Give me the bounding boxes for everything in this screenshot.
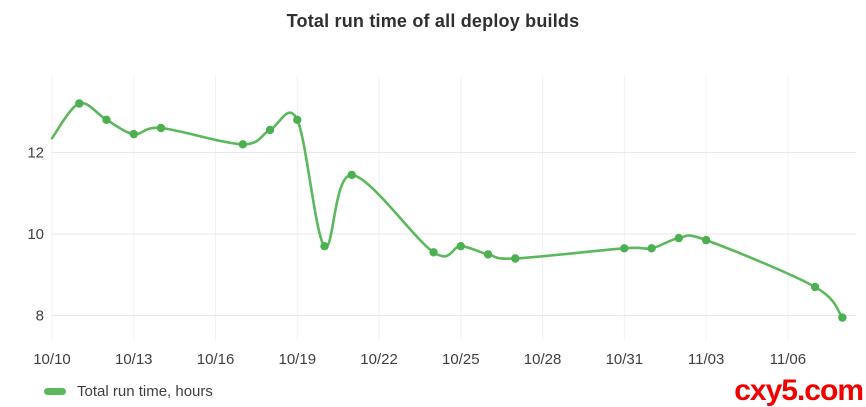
data-point-marker <box>620 244 629 253</box>
series-line <box>50 101 844 319</box>
x-tick-label: 10/13 <box>115 351 153 368</box>
data-point-marker <box>320 242 329 251</box>
data-point-marker <box>156 123 166 133</box>
data-point-marker <box>265 125 275 135</box>
series-markers <box>75 99 847 322</box>
watermark-text: cxy5.com <box>734 374 864 407</box>
total-run-time-line <box>50 101 844 319</box>
y-gridlines <box>52 151 856 317</box>
data-point-marker <box>102 115 111 125</box>
x-tick-label: 10/22 <box>360 351 398 368</box>
y-tick-label: 10 <box>27 226 44 243</box>
x-tick-label: 10/16 <box>197 351 235 368</box>
data-point-marker <box>293 115 302 125</box>
data-point-marker <box>429 248 438 257</box>
x-tick-label: 10/10 <box>33 351 71 368</box>
data-point-marker <box>129 129 138 139</box>
data-point-marker <box>456 242 465 251</box>
data-point-marker <box>810 282 820 292</box>
data-point-marker <box>647 244 656 253</box>
y-axis-labels: 8 10 12 <box>27 144 44 324</box>
x-tick-label: 10/28 <box>524 351 562 368</box>
x-tick-label: 10/25 <box>442 351 480 368</box>
data-point-marker <box>483 250 493 259</box>
data-point-marker <box>838 313 847 322</box>
y-tick-label: 8 <box>36 308 44 325</box>
legend: Total run time, hours <box>44 383 213 400</box>
x-axis-labels: 10/10 10/13 10/16 10/19 10/22 10/25 10/28 10/31… <box>33 351 806 368</box>
x-tick-label: 10/19 <box>279 351 317 368</box>
chart-title: Total run time of all deploy builds <box>286 11 580 31</box>
data-point-marker <box>347 170 356 180</box>
data-point-marker <box>75 99 84 108</box>
data-point-marker <box>511 254 520 263</box>
data-point-marker <box>701 235 711 245</box>
x-tick-label: 11/03 <box>688 351 724 368</box>
legend-label: Total run time, hours <box>77 383 213 400</box>
x-tick-label: 11/06 <box>770 351 806 368</box>
legend-line-swatch-icon <box>44 388 66 395</box>
x-gridlines <box>51 75 789 340</box>
y-tick-label: 12 <box>27 144 44 161</box>
data-point-marker <box>674 233 683 243</box>
data-point-marker <box>238 140 247 149</box>
x-tick-label: 10/31 <box>606 351 644 368</box>
